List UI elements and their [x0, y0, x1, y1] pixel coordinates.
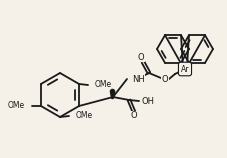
Text: OMe: OMe — [95, 80, 112, 89]
Text: Ar: Ar — [181, 64, 189, 73]
Text: O: O — [162, 76, 168, 85]
Text: O: O — [131, 112, 137, 121]
Text: OMe: OMe — [76, 112, 93, 121]
Text: OH: OH — [141, 97, 154, 106]
Text: O: O — [138, 52, 144, 61]
Text: OMe: OMe — [8, 101, 25, 110]
Text: NH: NH — [132, 75, 145, 83]
